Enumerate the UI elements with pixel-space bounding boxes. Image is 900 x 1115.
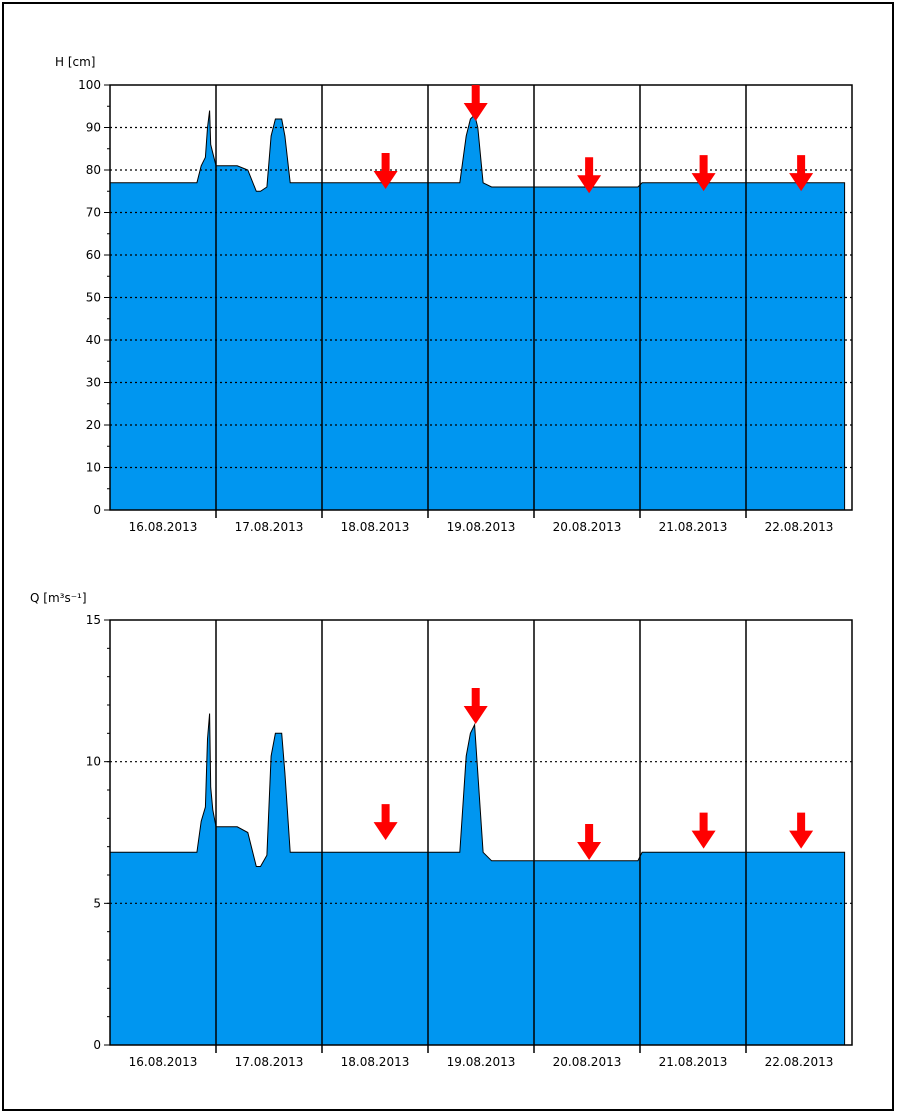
y-axis-label: H [cm] [55, 55, 96, 69]
y-tick-label: 50 [86, 291, 101, 305]
y-tick-label: 100 [78, 78, 101, 92]
down-arrow-icon [373, 153, 398, 189]
x-tick-label: 21.08.2013 [659, 1055, 728, 1069]
down-arrow-icon [577, 157, 602, 194]
y-tick-label: 5 [93, 896, 101, 910]
y-tick-label: 60 [86, 248, 101, 262]
x-tick-label: 18.08.2013 [341, 1055, 410, 1069]
plot-border [109, 619, 853, 1046]
down-arrow-icon [691, 812, 716, 849]
down-arrow-icon [789, 155, 814, 192]
down-arrow-icon [789, 812, 814, 849]
x-tick-label: 16.08.2013 [129, 1055, 198, 1069]
y-tick-label: 15 [86, 613, 101, 627]
down-arrow-icon [373, 804, 398, 841]
y-tick-label: 0 [93, 1038, 101, 1052]
y-tick-label: 40 [86, 333, 101, 347]
chart-panel-2: 0 5 10 15 16.08.2013 17.08.2013 18.08.2013 19.0… [30, 591, 853, 1069]
area-series-1 [109, 713, 846, 1046]
x-tick-label: 18.08.2013 [341, 520, 410, 534]
area-series-1 [109, 110, 846, 511]
down-arrow-icon [691, 155, 716, 192]
y-tick-label: 0 [93, 503, 101, 517]
x-tick-label: 19.08.2013 [447, 1055, 516, 1069]
y-tick-label: 80 [86, 163, 101, 177]
x-tick-label: 19.08.2013 [447, 520, 516, 534]
x-tick-label: 21.08.2013 [659, 520, 728, 534]
y-tick-label: 10 [86, 755, 101, 769]
x-tick-label: 16.08.2013 [129, 520, 198, 534]
chart-panel-1: 0 10 20 30 40 50 60 70 80 90 100 16.08.2013 17.08.20… [55, 55, 853, 534]
down-arrow-icon [463, 688, 488, 724]
down-arrow-icon [463, 85, 488, 121]
y-tick-label: 10 [86, 461, 101, 475]
x-tick-label: 22.08.2013 [765, 1055, 834, 1069]
y-tick-label: 90 [86, 121, 101, 135]
y-tick-label: 20 [86, 418, 101, 432]
x-tick-label: 17.08.2013 [235, 1055, 304, 1069]
y-axis-label: Q [m³s⁻¹] [30, 591, 87, 605]
x-tick-label: 22.08.2013 [765, 520, 834, 534]
x-tick-label: 20.08.2013 [553, 520, 622, 534]
y-tick-label: 70 [86, 206, 101, 220]
down-arrow-icon [577, 824, 602, 860]
x-tick-label: 17.08.2013 [235, 520, 304, 534]
x-tick-label: 20.08.2013 [553, 1055, 622, 1069]
y-tick-label: 30 [86, 376, 101, 390]
